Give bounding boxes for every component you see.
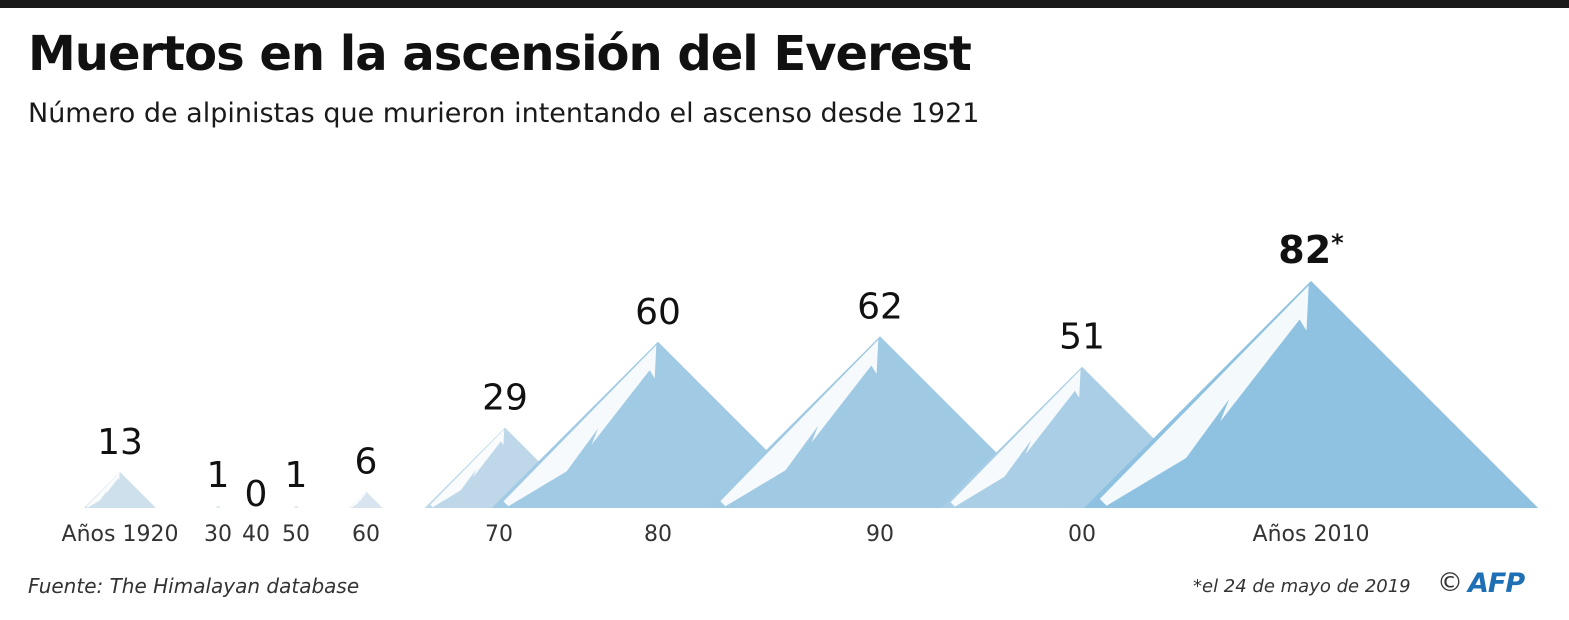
mountain-snow-5 [430,429,505,508]
value-label-5: 29 [482,378,528,419]
chart-subtitle: Número de alpinistas que murieron intent… [28,98,980,129]
top-rule [0,0,1569,8]
value-label-4: 6 [355,441,378,482]
svg-text:AFP: AFP [1466,568,1525,598]
value-label-8: 51 [1059,317,1105,358]
value-label-6: 60 [635,292,681,333]
mountain-snow-4 [350,491,366,508]
value-label-3: 1 [285,455,308,496]
value-label-0: 13 [97,422,143,463]
date-footnote: *el 24 de mayo de 2019 [1193,576,1411,597]
category-label-4: 60 [352,522,380,547]
category-label-3: 50 [282,522,310,547]
mountain-bar-0 [83,471,157,508]
value-label-7: 62 [857,286,903,327]
mountain-snow-3 [293,505,296,508]
category-label-5: 70 [485,522,513,547]
value-label-1: 1 [207,455,230,496]
category-label-1: 30 [204,522,232,547]
mountain-snow-9 [1099,285,1309,506]
afp-logo: AFP [1466,568,1526,598]
mountain-snow-8 [950,369,1081,507]
category-label-9: Años 2010 [1253,522,1370,547]
category-label-6: 80 [644,522,672,547]
mountain-bar-7 [708,336,1052,508]
mountain-bar-3 [293,505,299,508]
mountain-snow-0 [86,472,120,508]
mountain-bar-1 [215,505,221,508]
source-note: Fuente: The Himalayan database [28,574,360,598]
mountain-bar-6 [491,341,825,508]
category-label-7: 90 [866,522,894,547]
category-label-8: 00 [1068,522,1096,547]
mountain-bar-4 [349,491,383,508]
category-label-0: Años 1920 [62,522,179,547]
category-label-2: 40 [242,522,270,547]
mountain-snow-6 [503,345,657,507]
mountain-snow-1 [215,505,218,508]
chart-title: Muertos en la ascensión del Everest [28,26,972,82]
value-label-2: 0 [245,474,268,515]
mountain-bar-9 [1083,280,1539,508]
mountain-snow-7 [720,339,879,507]
value-label-9: 82* [1278,228,1344,272]
copyright-symbol: © [1437,568,1463,598]
